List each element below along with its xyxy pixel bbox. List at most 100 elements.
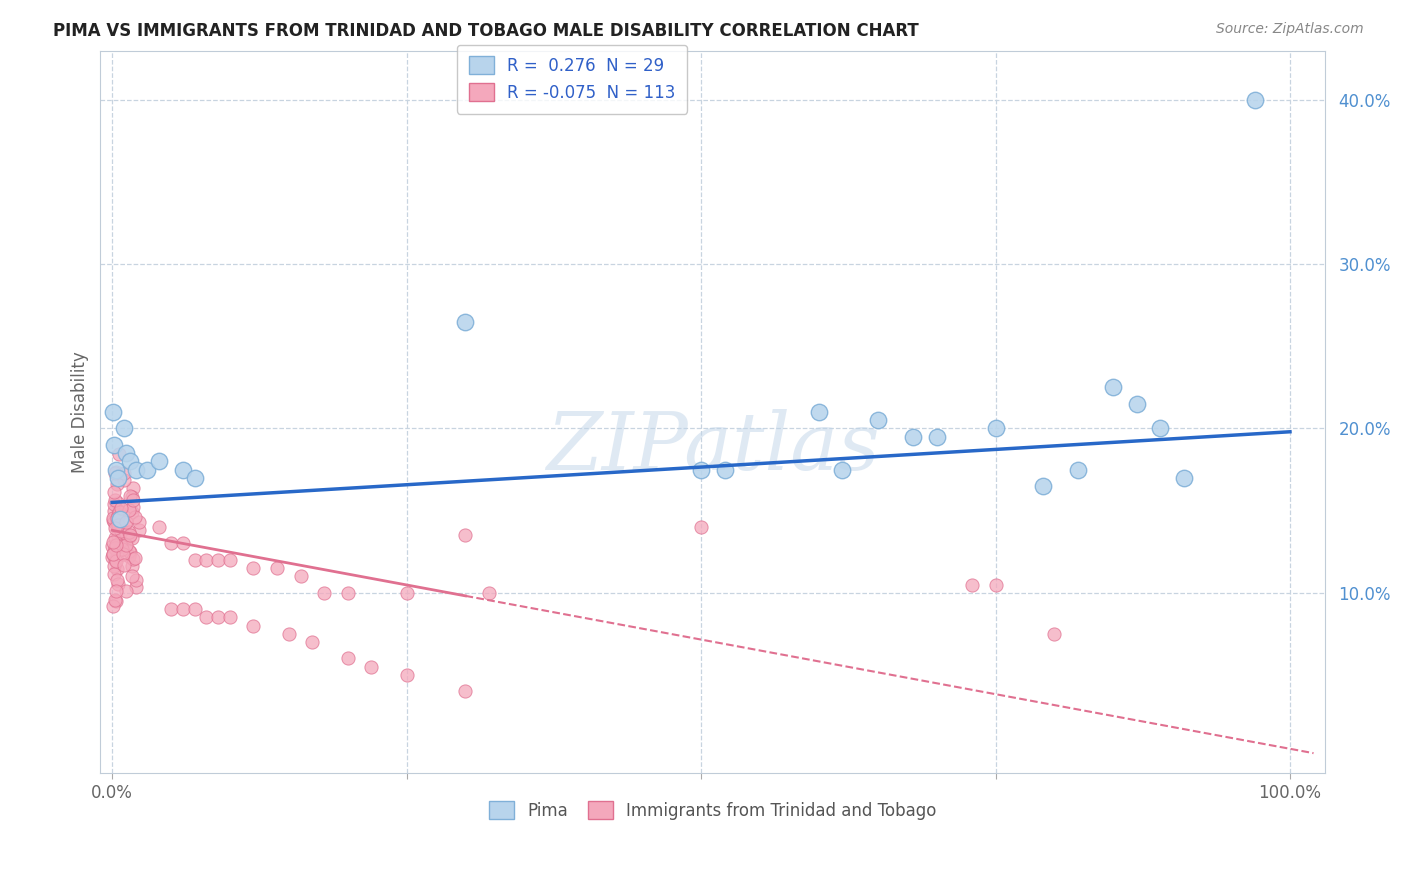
Point	[104, 552, 127, 566]
Point	[336, 651, 359, 665]
Point	[103, 515, 125, 529]
Point	[114, 558, 136, 572]
Point	[124, 510, 146, 524]
Point	[713, 462, 735, 476]
Point	[454, 528, 477, 542]
Point	[984, 577, 1007, 591]
Point	[103, 599, 125, 613]
Point	[242, 618, 264, 632]
Point	[1102, 380, 1125, 394]
Point	[114, 466, 136, 480]
Point	[160, 536, 183, 550]
Point	[136, 462, 159, 476]
Point	[108, 504, 131, 518]
Point	[118, 503, 141, 517]
Point	[101, 510, 124, 524]
Point	[107, 447, 129, 461]
Point	[114, 517, 136, 532]
Point	[110, 539, 132, 553]
Point	[104, 531, 127, 545]
Point	[105, 510, 128, 524]
Point	[104, 538, 127, 552]
Point	[115, 515, 138, 529]
Point	[219, 553, 242, 567]
Point	[314, 586, 336, 600]
Point	[454, 315, 477, 329]
Point	[207, 553, 229, 567]
Point	[172, 462, 194, 476]
Point	[807, 405, 830, 419]
Point	[118, 489, 141, 503]
Point	[122, 551, 145, 566]
Point	[121, 569, 143, 583]
Point	[104, 541, 127, 556]
Point	[110, 535, 132, 549]
Point	[984, 421, 1007, 435]
Point	[115, 527, 138, 541]
Point	[454, 684, 477, 698]
Point	[105, 573, 128, 587]
Point	[960, 577, 983, 591]
Point	[105, 514, 128, 528]
Point	[118, 454, 141, 468]
Point	[690, 462, 713, 476]
Point	[103, 438, 125, 452]
Point	[183, 471, 205, 485]
Point	[107, 576, 129, 591]
Point	[1043, 627, 1066, 641]
Point	[219, 610, 242, 624]
Point	[277, 627, 299, 641]
Point	[104, 467, 127, 481]
Point	[108, 505, 131, 519]
Point	[103, 547, 125, 561]
Point	[121, 531, 143, 545]
Point	[103, 558, 125, 573]
Point	[183, 602, 205, 616]
Point	[115, 583, 138, 598]
Point	[478, 586, 501, 600]
Point	[360, 659, 382, 673]
Point	[118, 524, 141, 539]
Point	[195, 553, 218, 567]
Point	[112, 473, 135, 487]
Point	[336, 586, 359, 600]
Point	[128, 515, 150, 529]
Point	[112, 421, 135, 435]
Point	[160, 602, 183, 616]
Point	[1243, 93, 1265, 107]
Point	[103, 497, 125, 511]
Y-axis label: Male Disability: Male Disability	[72, 351, 89, 473]
Point	[118, 527, 141, 541]
Point	[110, 524, 132, 538]
Point	[104, 541, 127, 555]
Point	[172, 602, 194, 616]
Point	[195, 610, 218, 624]
Point	[395, 586, 418, 600]
Point	[105, 465, 128, 479]
Point	[290, 569, 312, 583]
Point	[103, 484, 125, 499]
Point	[120, 545, 142, 559]
Point	[115, 538, 138, 552]
Point	[1126, 397, 1149, 411]
Point	[148, 454, 170, 468]
Point	[925, 430, 948, 444]
Point	[207, 610, 229, 624]
Point	[1173, 471, 1195, 485]
Point	[107, 508, 129, 522]
Point	[107, 496, 129, 510]
Point	[103, 405, 125, 419]
Point	[107, 529, 129, 543]
Point	[1067, 462, 1090, 476]
Point	[105, 545, 128, 559]
Point	[148, 520, 170, 534]
Point	[122, 500, 145, 514]
Point	[108, 522, 131, 536]
Point	[105, 561, 128, 575]
Point	[125, 462, 148, 476]
Point	[101, 549, 124, 564]
Point	[103, 504, 125, 518]
Point	[395, 668, 418, 682]
Point	[108, 508, 131, 523]
Point	[901, 430, 924, 444]
